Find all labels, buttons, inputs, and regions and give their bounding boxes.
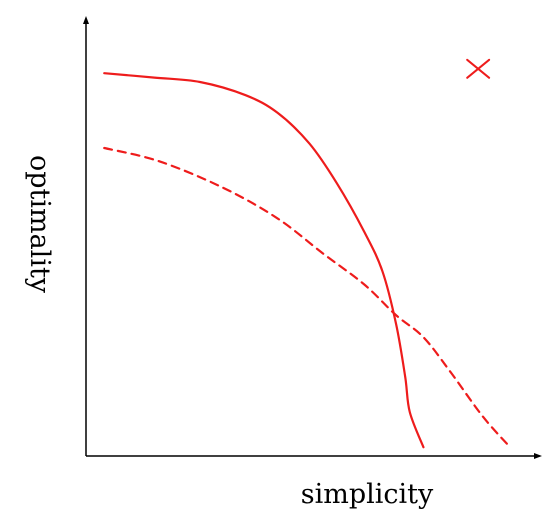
- series-layer: [103, 72, 512, 449]
- x-axis-arrow: [534, 453, 542, 459]
- x-axis-label: simplicity: [301, 479, 434, 510]
- y-axis-arrow: [83, 16, 89, 24]
- axes: [83, 16, 542, 459]
- y-axis-label: optimality: [24, 155, 55, 294]
- x-marker-stroke: [466, 58, 491, 79]
- marker-layer: [466, 58, 491, 79]
- dashed-series-line: [103, 146, 512, 449]
- solid-series-line: [103, 72, 425, 449]
- x-marker: [466, 58, 491, 79]
